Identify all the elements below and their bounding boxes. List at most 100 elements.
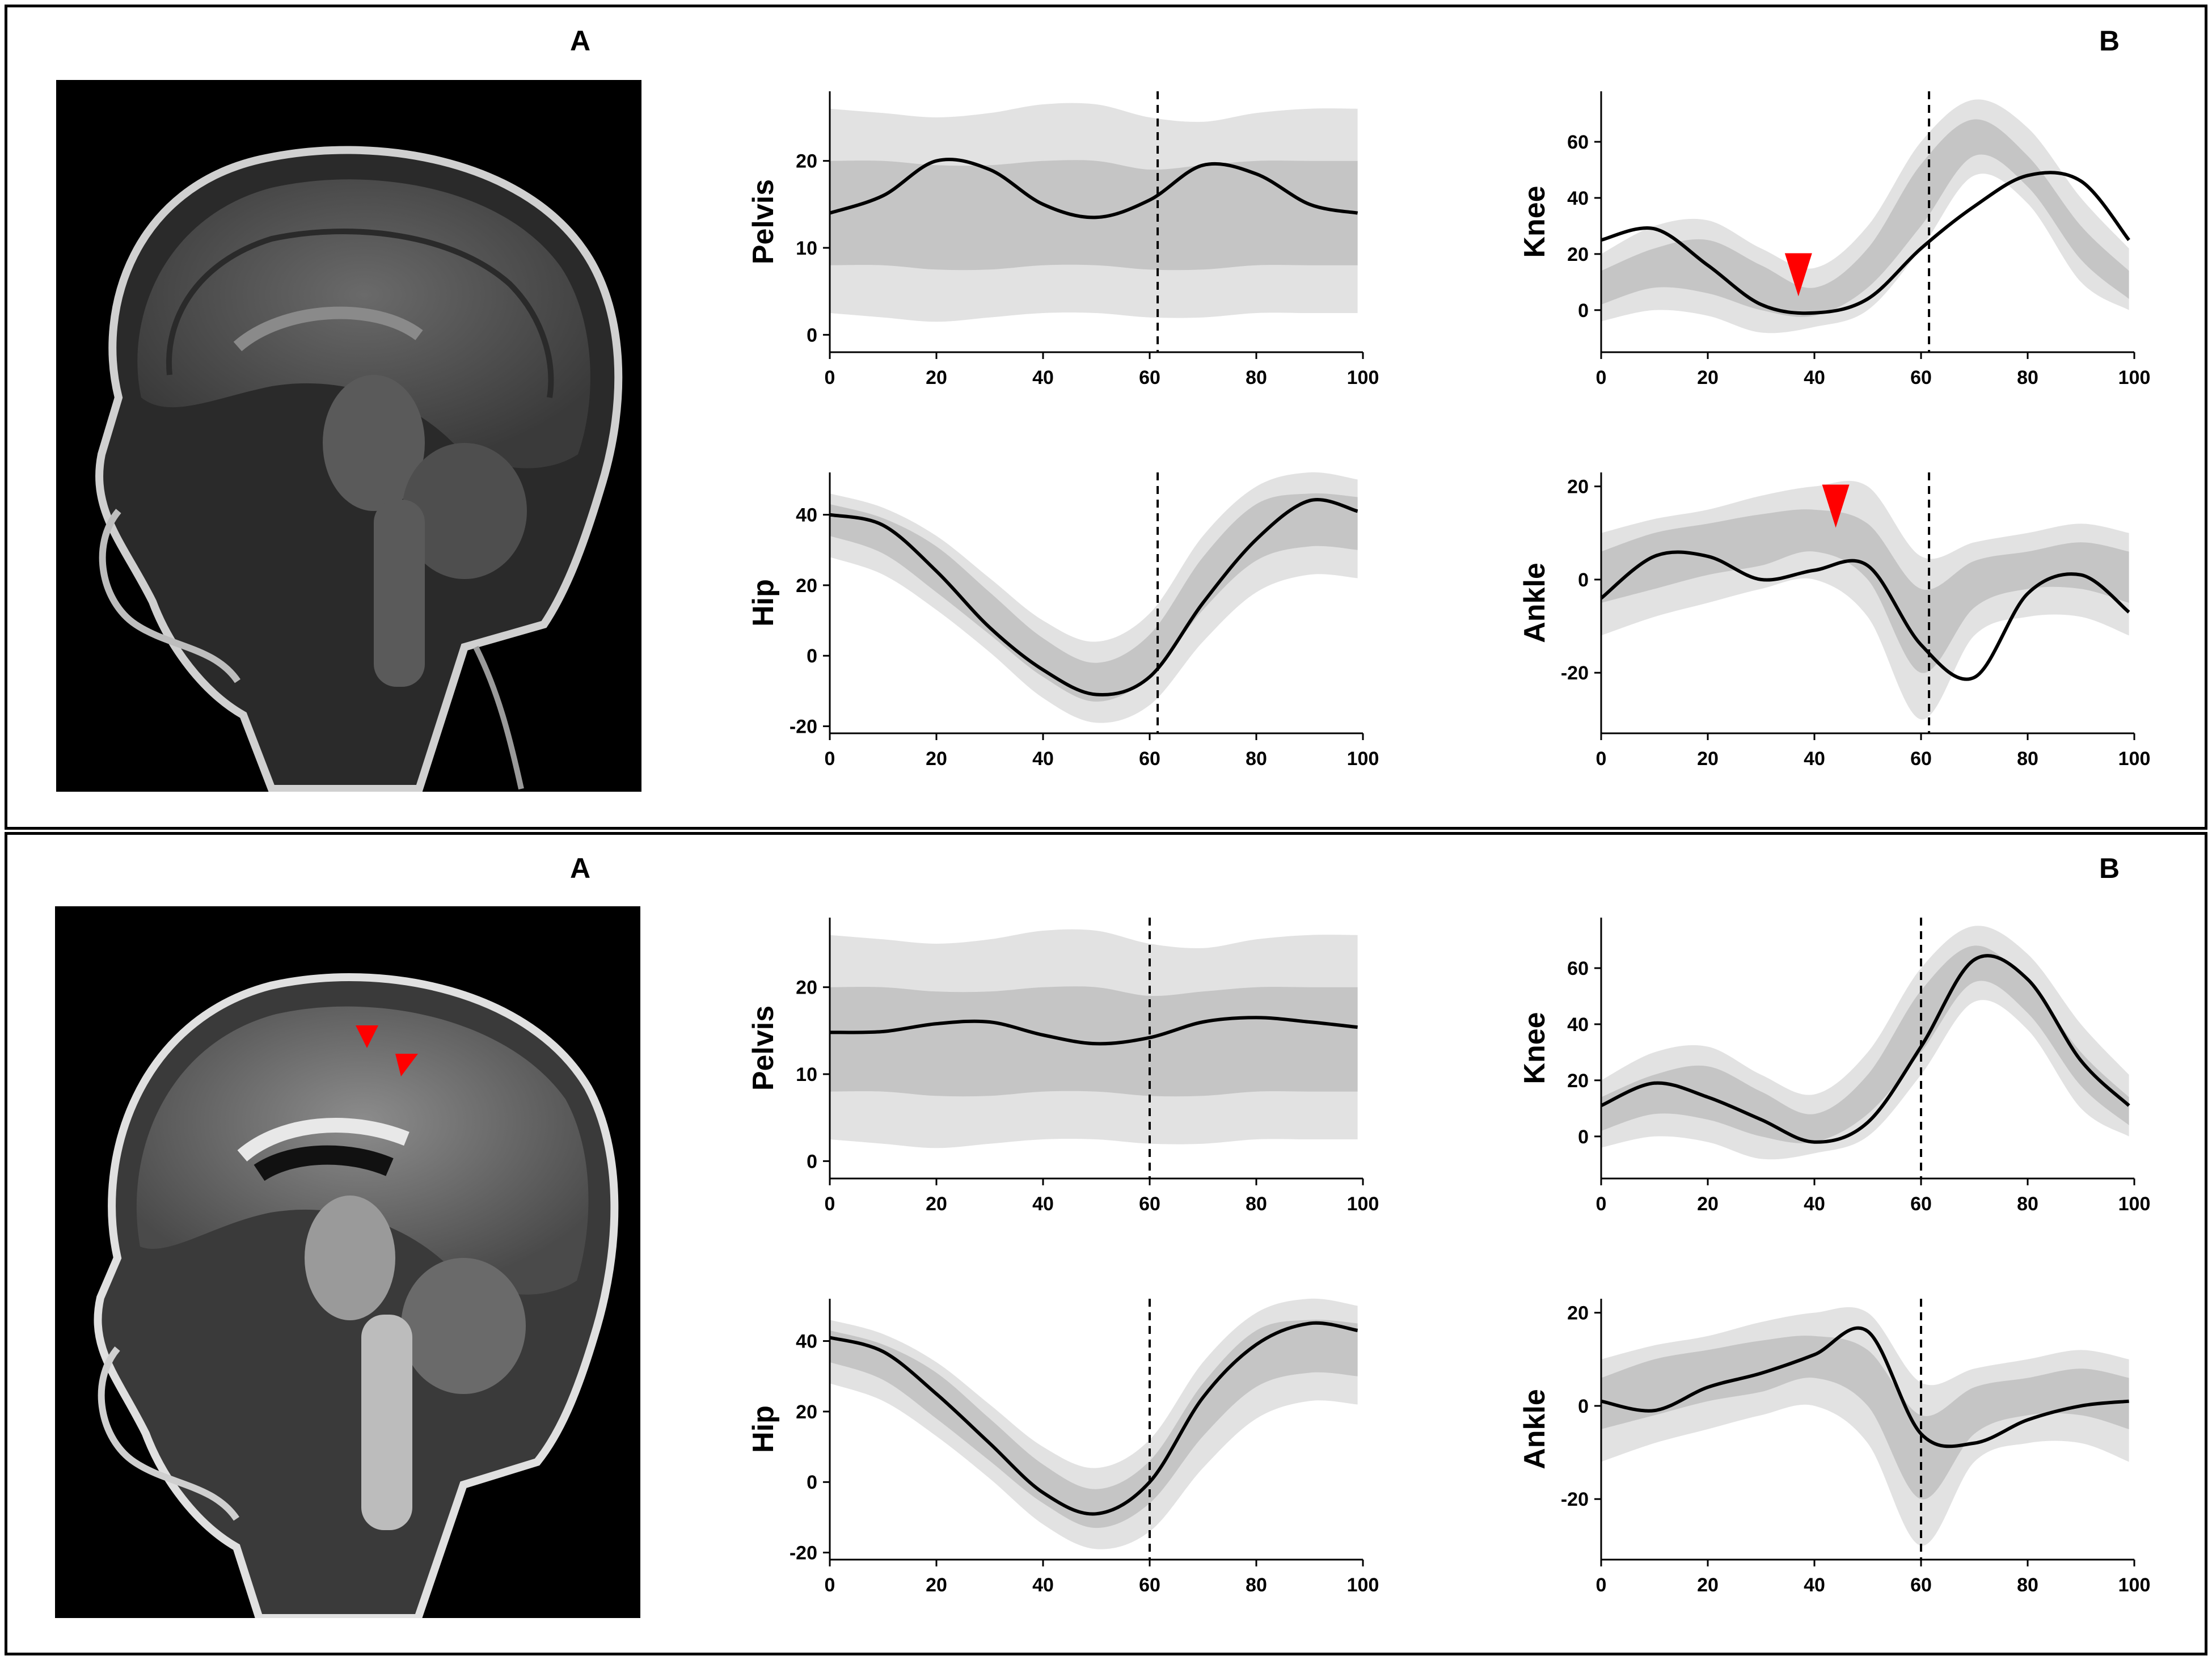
- y-tick-label: 20: [1567, 1070, 1589, 1092]
- x-tick-label: 80: [1246, 1193, 1267, 1215]
- x-tick-label: 100: [1347, 748, 1379, 770]
- mean-line: [829, 1321, 1358, 1516]
- x-tick-label: 80: [2017, 1193, 2038, 1215]
- x-tick-label: 40: [1804, 1574, 1825, 1596]
- x-tick-label: 80: [2017, 1574, 2038, 1596]
- x-tick-label: 0: [825, 1193, 835, 1215]
- x-tick-label: 60: [1910, 1574, 1932, 1596]
- hip-chart-2: 0 20 40 60 80 100 -20 0 20 40 Hip: [747, 1298, 1379, 1596]
- x-tick-label: 40: [1032, 1193, 1054, 1215]
- y-tick-label: 20: [796, 977, 817, 999]
- x-tick-label: 100: [1347, 367, 1379, 388]
- mri-brain-illustration: [94, 973, 619, 1618]
- x-tick-label: 20: [1697, 1193, 1719, 1215]
- y-tick-label: -20: [1561, 662, 1589, 684]
- x-tick-label: 40: [1804, 1193, 1825, 1215]
- x-tick-label: 0: [1596, 748, 1607, 770]
- inner-band: [830, 493, 1358, 702]
- x-tick-label: 40: [1032, 1574, 1054, 1596]
- y-axis-label: Pelvis: [747, 1006, 780, 1091]
- x-tick-label: 40: [1804, 748, 1825, 770]
- x-tick-label: 0: [1596, 1193, 1607, 1215]
- y-axis-label: Hip: [747, 1405, 780, 1453]
- y-axis-label: Ankle: [1518, 1389, 1551, 1469]
- ankle-chart-1: 0 20 40 60 80 100 -20 0 20 Ankle: [1518, 472, 2151, 770]
- inner-band: [830, 986, 1358, 1097]
- y-tick-label: 0: [807, 1472, 817, 1493]
- knee-chart-2: 0 20 40 60 80 100 0 20 40 60 Knee: [1518, 918, 2151, 1215]
- mri-sagittal-image: [56, 80, 641, 792]
- x-tick-label: 80: [1246, 367, 1267, 388]
- x-tick-label: 60: [1910, 367, 1932, 388]
- panel-letter-a: A: [570, 852, 591, 884]
- ankle-chart-2: 0 20 40 60 80 100 -20 0 20 Ankle: [1518, 1299, 2151, 1596]
- mean-line: [1601, 171, 2130, 315]
- x-tick-label: 20: [926, 367, 947, 388]
- x-tick-label: 100: [2118, 748, 2151, 770]
- outer-band: [1601, 99, 2129, 333]
- y-axis-label: Pelvis: [747, 179, 780, 264]
- panel-letter-b: B: [2099, 852, 2120, 884]
- red-arrowhead-marker: [1822, 484, 1850, 528]
- y-tick-label: 20: [1567, 244, 1589, 265]
- x-tick-label: 20: [1697, 367, 1719, 388]
- x-tick-label: 60: [1139, 748, 1160, 770]
- x-tick-label: 100: [2118, 1574, 2151, 1596]
- x-tick-label: 100: [2118, 367, 2151, 388]
- y-tick-label: 0: [807, 1151, 817, 1172]
- y-tick-label: 20: [1567, 476, 1589, 498]
- x-tick-label: 80: [1246, 748, 1267, 770]
- y-axis-label: Knee: [1518, 1012, 1551, 1084]
- x-tick-label: 60: [1139, 1574, 1160, 1596]
- x-tick-label: 60: [1910, 1193, 1932, 1215]
- mean-line: [829, 1016, 1358, 1046]
- y-tick-label: 0: [1578, 1126, 1589, 1148]
- hip-chart-1: 0 20 40 60 80 100 -20 0 20 40 Hip: [747, 472, 1379, 770]
- y-tick-label: 40: [1567, 1014, 1589, 1036]
- pelvis-chart-1: 0 20 40 60 80 100 0 10 20 Pelvis: [747, 91, 1379, 388]
- y-tick-label: 20: [796, 151, 817, 172]
- x-tick-label: 80: [2017, 748, 2038, 770]
- lesion-arrowhead: [356, 1025, 378, 1048]
- mri-sagittal-image: [55, 906, 640, 1618]
- x-tick-label: 20: [1697, 748, 1719, 770]
- inner-band: [1601, 119, 2129, 317]
- mean-line: [829, 158, 1358, 219]
- panel-letter-a: A: [570, 25, 591, 57]
- inner-band: [830, 160, 1358, 271]
- y-tick-label: 10: [796, 238, 817, 259]
- y-tick-label: 40: [796, 1331, 817, 1353]
- x-tick-label: 0: [825, 367, 835, 388]
- y-tick-label: 20: [796, 575, 817, 597]
- x-tick-label: 40: [1804, 367, 1825, 388]
- figure-panel-2: A B 0 20 40 60 80 100 0 10 20 Pelvis 0 20 40 60 80 100…: [5, 832, 2207, 1655]
- mri-brain-illustration: [95, 146, 623, 792]
- x-tick-label: 20: [1697, 1574, 1719, 1596]
- figure-panel-1: A B 0 20 40 60 80 100 0 10 20 Pelvis 0 20 40 60 80 100…: [5, 5, 2207, 830]
- x-tick-label: 60: [1139, 367, 1160, 388]
- mean-line: [1601, 1326, 2129, 1448]
- x-tick-label: 20: [926, 748, 947, 770]
- x-tick-label: 20: [926, 1574, 947, 1596]
- x-tick-label: 20: [926, 1193, 947, 1215]
- pelvis-chart-2: 0 20 40 60 80 100 0 10 20 Pelvis: [747, 918, 1379, 1215]
- x-tick-label: 100: [2118, 1193, 2151, 1215]
- x-tick-label: 0: [825, 748, 835, 770]
- x-tick-label: 80: [1246, 1574, 1267, 1596]
- y-tick-label: 20: [1567, 1303, 1589, 1324]
- x-tick-label: 60: [1139, 1193, 1160, 1215]
- y-tick-label: 10: [796, 1064, 817, 1085]
- y-tick-label: -20: [1561, 1489, 1589, 1510]
- inner-band: [1601, 509, 2129, 673]
- y-tick-label: 40: [1567, 188, 1589, 209]
- y-tick-label: 0: [807, 645, 817, 667]
- mean-line: [829, 498, 1358, 696]
- outer-band: [1601, 1307, 2129, 1546]
- knee-chart-1: 0 20 40 60 80 100 0 20 40 60 Knee: [1518, 91, 2151, 388]
- x-tick-label: 60: [1910, 748, 1932, 770]
- y-tick-label: 0: [1578, 300, 1589, 322]
- mean-line: [1600, 954, 2130, 1144]
- y-tick-label: 0: [807, 324, 817, 346]
- inner-band: [1601, 1336, 2129, 1500]
- x-tick-label: 100: [1347, 1574, 1379, 1596]
